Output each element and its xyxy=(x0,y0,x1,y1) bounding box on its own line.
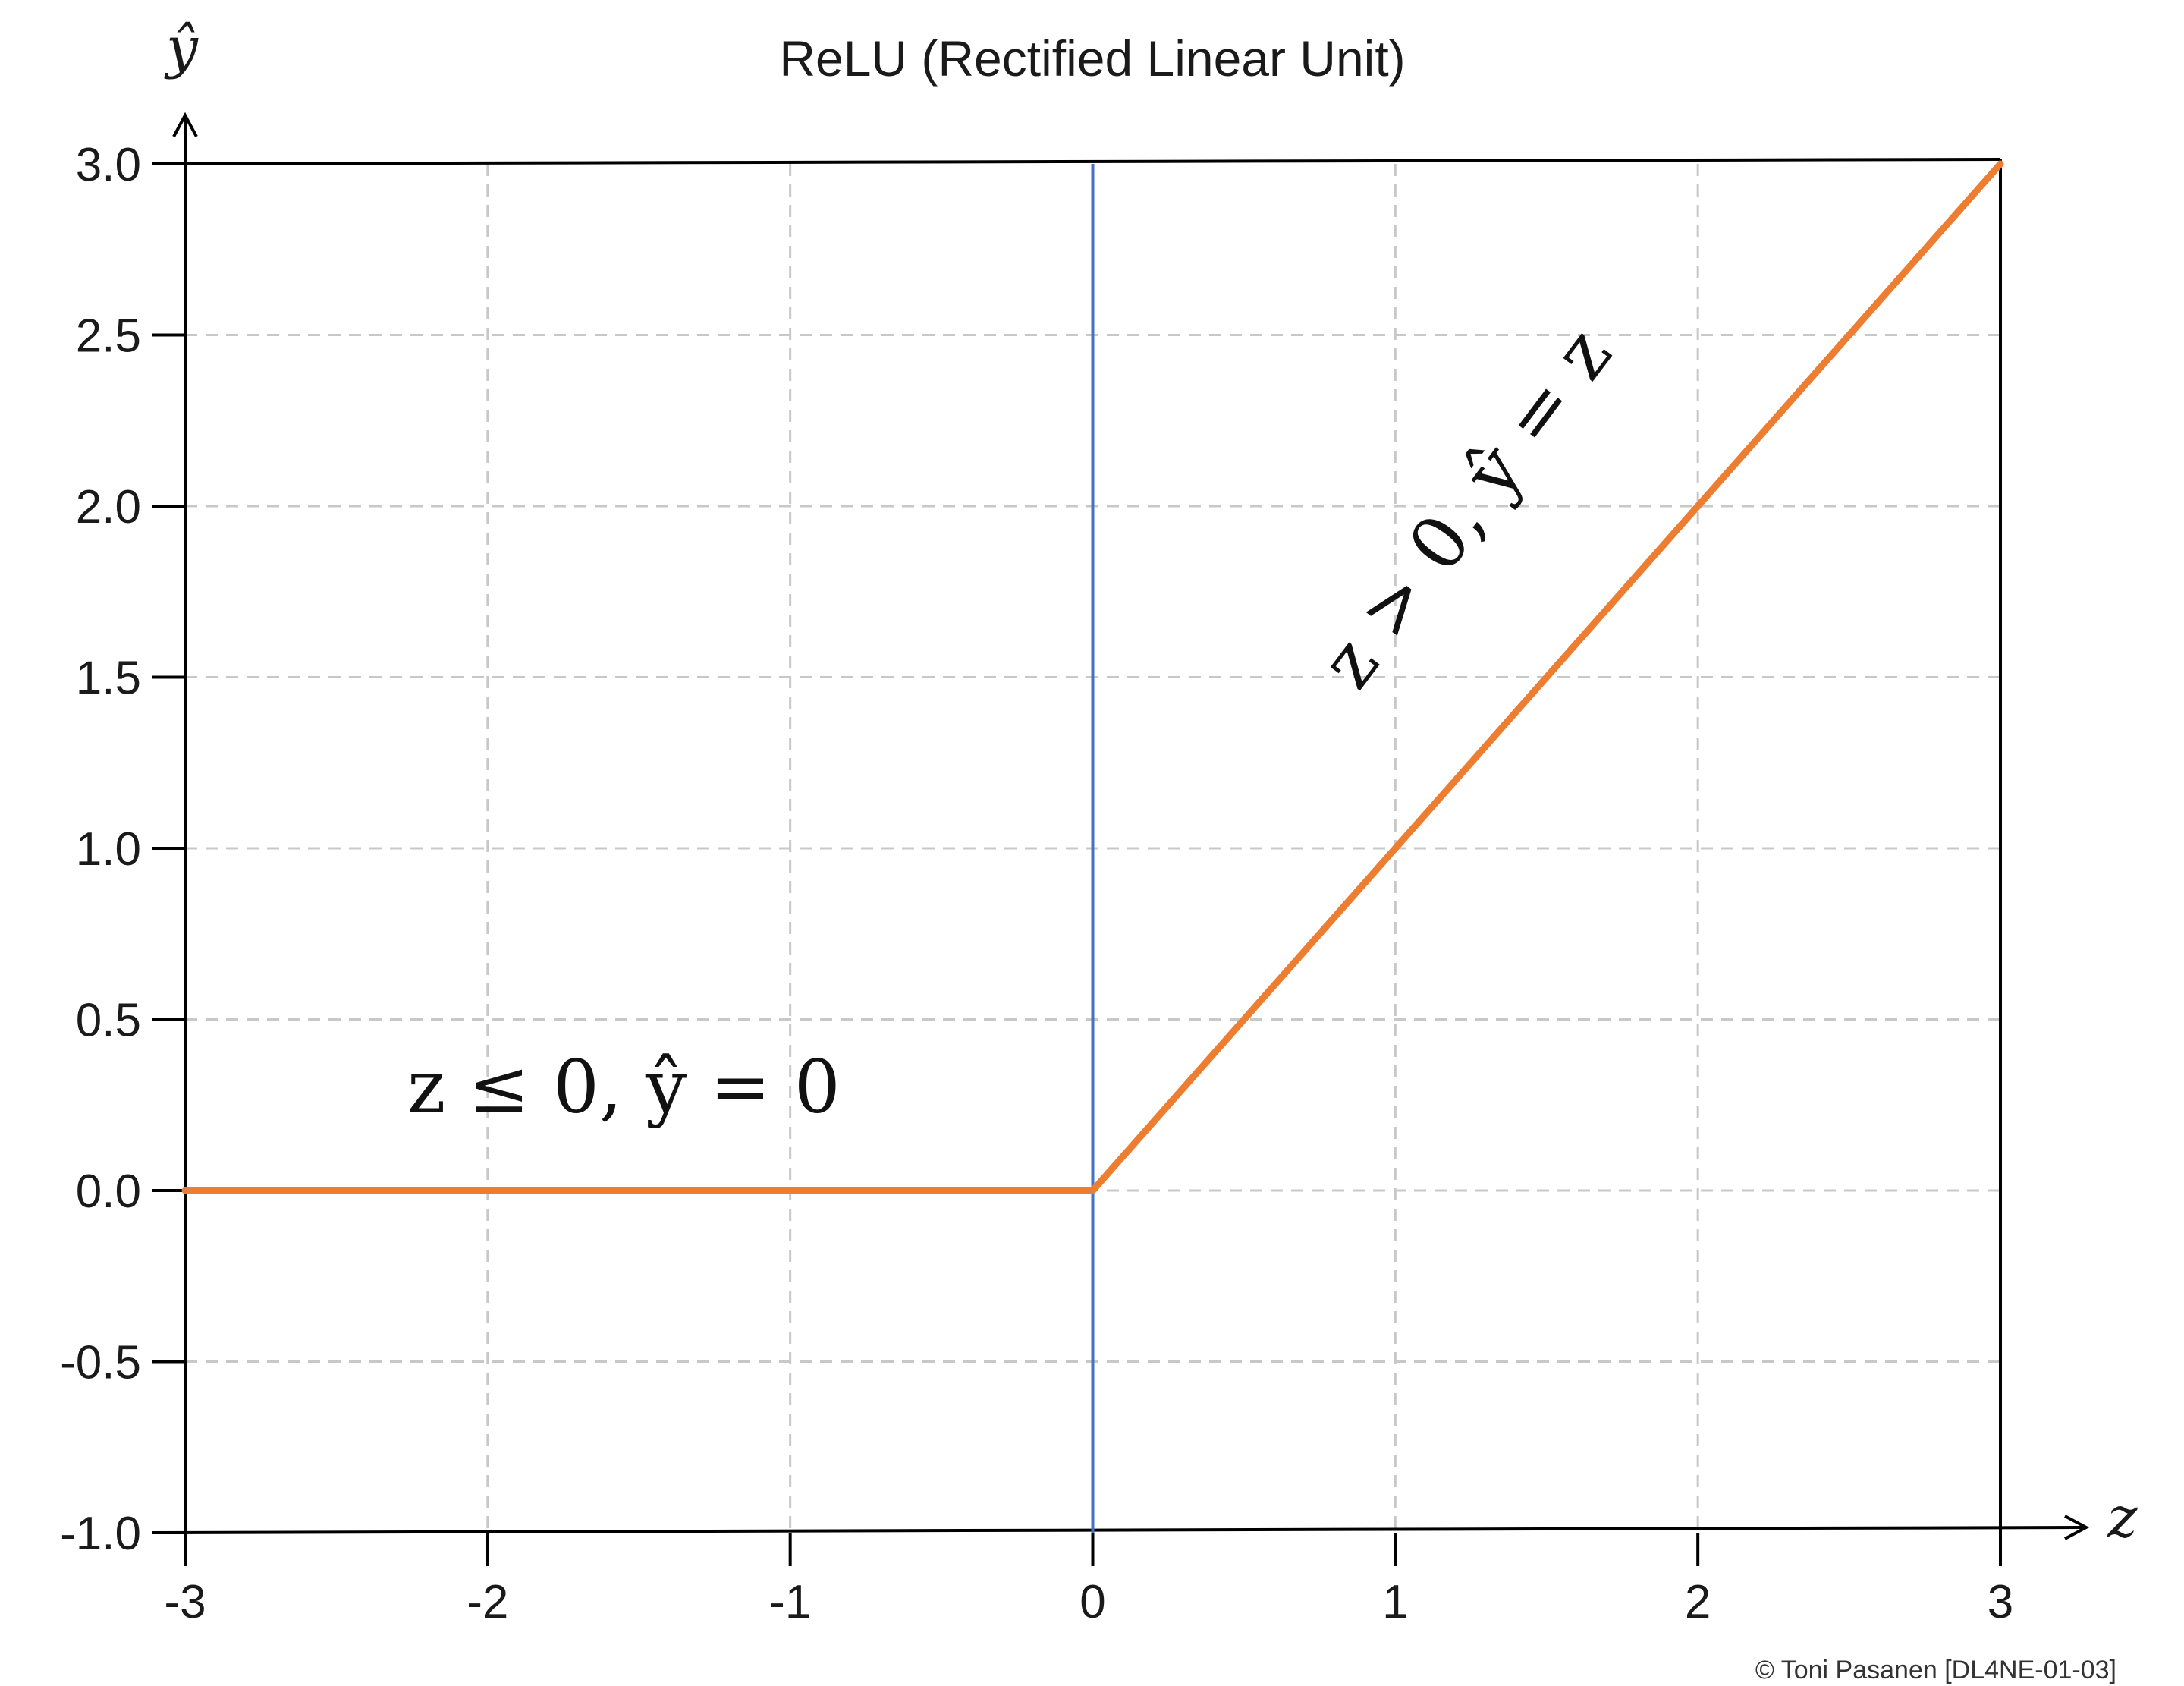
top-border xyxy=(151,158,2001,165)
y-axis-arrow xyxy=(172,112,198,137)
relu-series xyxy=(181,160,2004,1194)
x-tick-label: -1 xyxy=(769,1576,811,1628)
annotation-negative: z ≤ 0, ŷ = 0 xyxy=(407,1044,841,1129)
relu-line xyxy=(181,160,2004,1194)
y-tick-label: 0.5 xyxy=(76,995,141,1047)
y-tick-label: -1.0 xyxy=(60,1508,141,1560)
y-axis-label: ŷ xyxy=(164,15,199,80)
y-tick-label: 1.5 xyxy=(76,653,141,705)
x-axis-label: z xyxy=(2107,1485,2138,1550)
y-tick-label: 2.0 xyxy=(76,481,141,533)
y-tick-label: 3.0 xyxy=(76,139,141,191)
x-axis-line xyxy=(151,1526,2085,1534)
copyright-text: © Toni Pasanen [DL4NE-01-03] xyxy=(1755,1656,2116,1684)
y-tick-label: -0.5 xyxy=(60,1337,141,1389)
x-tick-label: -3 xyxy=(164,1576,206,1628)
y-tick-label: 1.0 xyxy=(76,823,141,876)
y-tick-label: 0.0 xyxy=(76,1165,141,1218)
x-tick-label: 2 xyxy=(1685,1576,1711,1628)
x-tick-label: 1 xyxy=(1382,1576,1408,1628)
ticks: -1.0 -0.5 0.0 0.5 1.0 1.5 2.0 2.5 3.0 -3 -2 -1 0 1 2 3 xyxy=(60,139,2013,1628)
x-tick-label: -2 xyxy=(467,1576,508,1628)
x-tick-label: 3 xyxy=(1988,1576,2013,1628)
chart-title: ReLU (Rectified Linear Unit) xyxy=(779,30,1405,87)
x-axis-arrow xyxy=(2064,1515,2090,1540)
axes xyxy=(151,112,2090,1548)
x-tick-label: 0 xyxy=(1079,1576,1105,1628)
y-tick-label: 2.5 xyxy=(76,310,141,363)
